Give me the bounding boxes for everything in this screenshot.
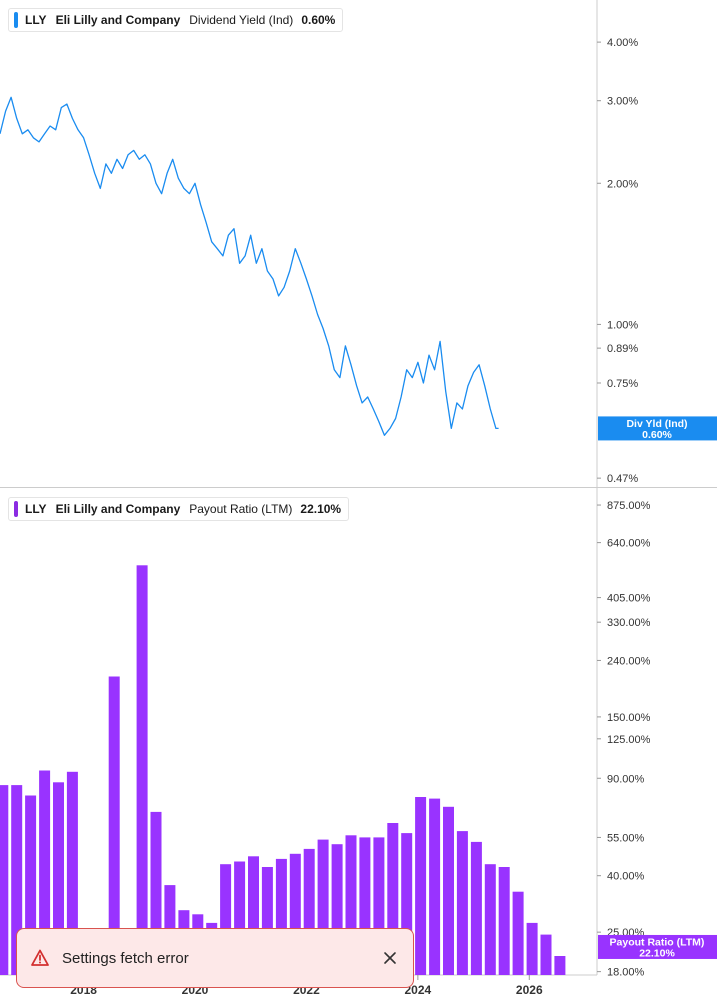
payout-y-tick-label: 150.00% <box>607 712 651 724</box>
x-tick-label: 2024 <box>405 983 432 997</box>
payout-bar <box>345 835 357 975</box>
payout-bar <box>0 785 9 975</box>
payout-bar <box>25 795 37 975</box>
payout-bar <box>11 785 23 975</box>
bottom-legend-value: 22.10% <box>300 502 342 516</box>
payout-bar <box>136 565 148 975</box>
payout-bar <box>401 833 413 975</box>
close-icon[interactable] <box>383 951 397 965</box>
payout-bar <box>234 861 246 975</box>
payout-value-tag-value: 22.10% <box>639 947 675 959</box>
bottom-chart-legend: LLY Eli Lilly and Company Payout Ratio (… <box>8 497 350 521</box>
yield-y-tick-label: 3.00% <box>607 96 638 108</box>
payout-bar <box>303 848 315 975</box>
yield-value-tag-value: 0.60% <box>642 429 672 441</box>
payout-y-tick-label: 40.00% <box>607 871 645 883</box>
yield-y-tick-label: 0.75% <box>607 378 638 390</box>
top-legend-value: 0.60% <box>301 13 336 27</box>
dividend-yield-line <box>0 96 499 436</box>
toast-message: Settings fetch error <box>62 949 189 967</box>
payout-bar <box>484 864 496 975</box>
payout-y-tick-label: 55.00% <box>607 832 645 844</box>
payout-bar <box>512 891 524 975</box>
payout-y-tick-label: 240.00% <box>607 655 651 667</box>
yield-value-tag <box>598 416 717 441</box>
payout-bar <box>66 771 78 975</box>
payout-y-tick-label: 405.00% <box>607 593 651 605</box>
payout-bar <box>248 856 259 975</box>
bottom-legend-ticker: LLY <box>25 502 47 516</box>
top-chart-legend: LLY Eli Lilly and Company Dividend Yield… <box>8 8 344 32</box>
bottom-legend-metric: Payout Ratio (LTM) <box>189 502 293 516</box>
payout-bar <box>456 831 468 975</box>
top-legend-company: Eli Lilly and Company <box>55 13 181 27</box>
payout-bar <box>470 841 482 975</box>
warning-triangle-icon <box>31 949 49 966</box>
yield-y-tick-label: 4.00% <box>607 37 638 49</box>
payout-bar <box>526 922 538 975</box>
payout-bar <box>39 770 51 975</box>
payout-bar <box>108 676 120 975</box>
x-tick-label: 2026 <box>516 983 543 997</box>
yield-value-tag-name: Div Yld (Ind) <box>626 418 687 430</box>
payout-bar <box>387 823 399 975</box>
payout-y-tick-label: 18.00% <box>607 967 645 979</box>
yield-y-tick-label: 0.47% <box>607 473 638 485</box>
payout-legend-swatch <box>14 501 18 517</box>
payout-y-tick-label: 640.00% <box>607 538 651 550</box>
payout-bar <box>261 867 273 975</box>
bottom-legend-company: Eli Lilly and Company <box>55 502 181 516</box>
payout-bar <box>275 858 287 975</box>
payout-value-tag-name: Payout Ratio (LTM) <box>610 936 705 948</box>
error-toast: Settings fetch error <box>16 928 414 988</box>
payout-bar <box>53 782 64 975</box>
payout-bar <box>554 956 566 975</box>
payout-bar <box>415 797 427 975</box>
yield-y-tick-label: 1.00% <box>607 319 638 331</box>
payout-bar <box>443 806 454 975</box>
payout-y-tick-label: 90.00% <box>607 773 645 785</box>
yield-y-tick-label: 0.89% <box>607 343 638 355</box>
top-legend-ticker: LLY <box>25 13 47 27</box>
payout-bar <box>220 864 232 975</box>
payout-bar <box>498 867 510 975</box>
payout-bar <box>359 837 371 975</box>
payout-bar <box>289 853 301 975</box>
yield-legend-swatch <box>14 12 18 28</box>
payout-y-tick-label: 330.00% <box>607 617 651 629</box>
payout-bar <box>150 811 162 975</box>
payout-bar <box>540 934 552 975</box>
payout-y-tick-label: 875.00% <box>607 500 651 512</box>
payout-bar <box>331 844 343 975</box>
top-legend-metric: Dividend Yield (Ind) <box>189 13 294 27</box>
payout-bar <box>429 798 441 975</box>
yield-y-tick-label: 2.00% <box>607 178 638 190</box>
payout-bar <box>373 837 385 975</box>
payout-bar <box>317 839 329 975</box>
payout-value-tag <box>598 934 717 959</box>
payout-y-tick-label: 125.00% <box>607 734 651 746</box>
